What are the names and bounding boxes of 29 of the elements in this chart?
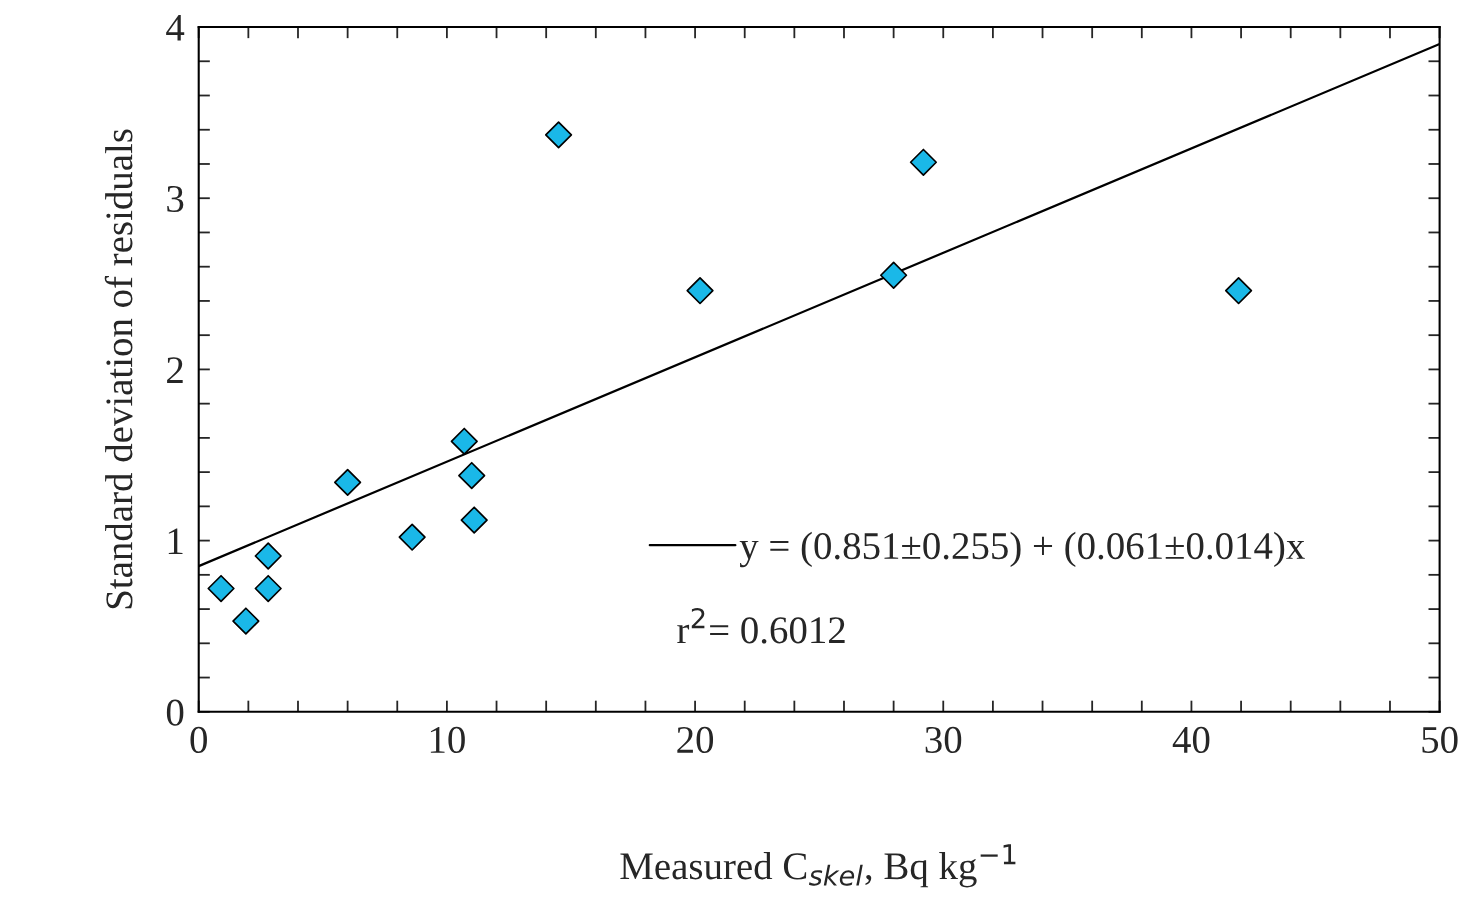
point [232,607,260,635]
x-axis-title: Measured C$_{skel}$, Bq kg$^{−1}$ [620,844,1016,888]
point [333,468,362,497]
y-tick-label: 0 [166,699,184,726]
point [458,461,486,490]
point [1224,277,1253,305]
x-tick-label: 30 [925,726,962,754]
point [450,427,478,455]
point [879,261,908,289]
y-axis-title: Standard deviation of residuals [104,129,133,609]
point [254,542,282,570]
y-tick-label: 2 [167,357,183,383]
y-tick-label: 4 [166,14,185,41]
y-tick-label: 1 [168,528,183,555]
point [254,574,282,603]
x-tick-label: 20 [677,726,714,754]
x-tick-label: 40 [1172,726,1210,754]
point [460,506,488,534]
point [207,574,235,603]
legend-label: y = (0.851±0.255) + (0.061±0.014)x [739,531,1305,568]
point [544,121,573,149]
point [909,148,938,176]
point [686,277,714,305]
x-tick-label: 50 [1422,726,1458,754]
x-tick-label: 10 [430,726,465,754]
x-tick-label: 0 [190,726,207,754]
annotation: r$^{2}$= 0.6012 [677,607,845,644]
y-tick-label: 3 [167,185,184,213]
point [398,523,426,551]
